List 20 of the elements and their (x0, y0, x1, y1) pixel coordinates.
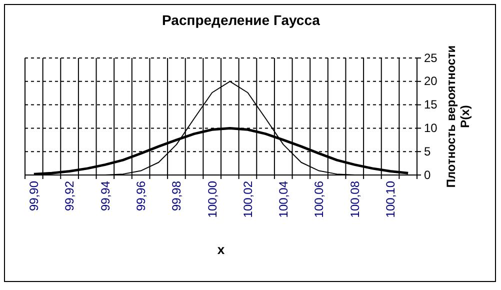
chart-title: Распределение Гаусса (162, 12, 320, 28)
x-tick-label: 99,92 (62, 180, 77, 212)
x-tick-label: 100,08 (348, 180, 362, 218)
x-tick-label: 99,98 (170, 180, 184, 212)
y-tick-label: 15 (424, 98, 438, 112)
x-axis-title: x (217, 242, 226, 257)
y-tick-label: 5 (424, 144, 431, 158)
x-tick-label: 99,94 (98, 180, 112, 212)
y-tick-label: 25 (424, 50, 438, 65)
x-tick-label: 100,10 (383, 180, 398, 218)
x-tick-label: 99,90 (27, 180, 42, 212)
y-axis-title: Плотность вероятности P(x) (444, 45, 472, 188)
y-tick-label: 10 (424, 121, 438, 136)
y-tick-label: 20 (424, 74, 438, 88)
x-tick-label: 100,04 (276, 180, 291, 218)
x-tick-label: 100,02 (240, 180, 255, 218)
x-tick-label: 99,96 (134, 180, 148, 212)
x-tick-label: 100,06 (312, 180, 326, 218)
x-tick-label: 100,00 (205, 180, 220, 218)
y-tick-label: 0 (424, 168, 431, 182)
